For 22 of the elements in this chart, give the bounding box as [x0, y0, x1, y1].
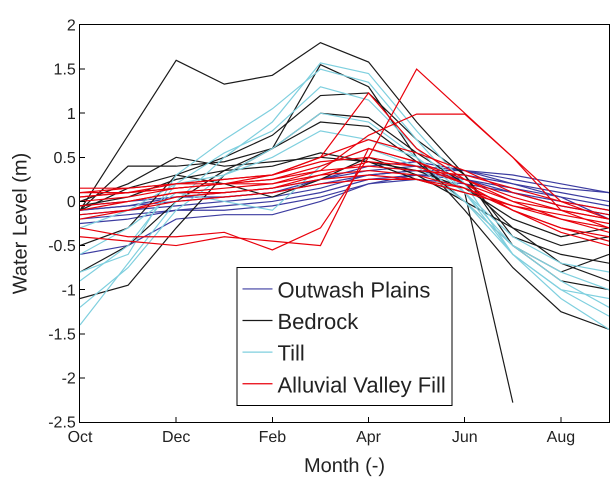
y-tick-label: 1.5: [54, 62, 76, 79]
x-axis-title: Month (-): [304, 455, 386, 477]
x-tick-label: Apr: [356, 429, 382, 446]
y-tick-label: -1: [62, 282, 76, 300]
y-tick-label: 1: [66, 106, 76, 123]
y-tick-label: 0.5: [54, 150, 76, 167]
x-tick-label: Feb: [258, 429, 286, 446]
y-tick-label: -2.5: [48, 414, 76, 432]
y-tick-label: -1.5: [48, 326, 76, 344]
y-tick-label: 0: [66, 194, 76, 212]
x-tick-label: Oct: [68, 429, 93, 446]
x-tick-label: Aug: [546, 429, 576, 446]
y-tick-label: 2: [66, 18, 76, 35]
y-tick-label: -0.5: [48, 238, 76, 256]
legend-label: Bedrock: [278, 309, 360, 334]
x-tick-label: Jun: [452, 429, 478, 446]
y-tick-label: -2: [62, 370, 76, 388]
legend-label: Alluvial Valley Fill: [278, 372, 446, 398]
legend-label: Outwash Plains: [278, 278, 430, 302]
x-tick-label: Dec: [162, 429, 190, 446]
legend-label: Till: [278, 340, 305, 366]
y-axis-title: Water Level (m): [10, 152, 32, 294]
